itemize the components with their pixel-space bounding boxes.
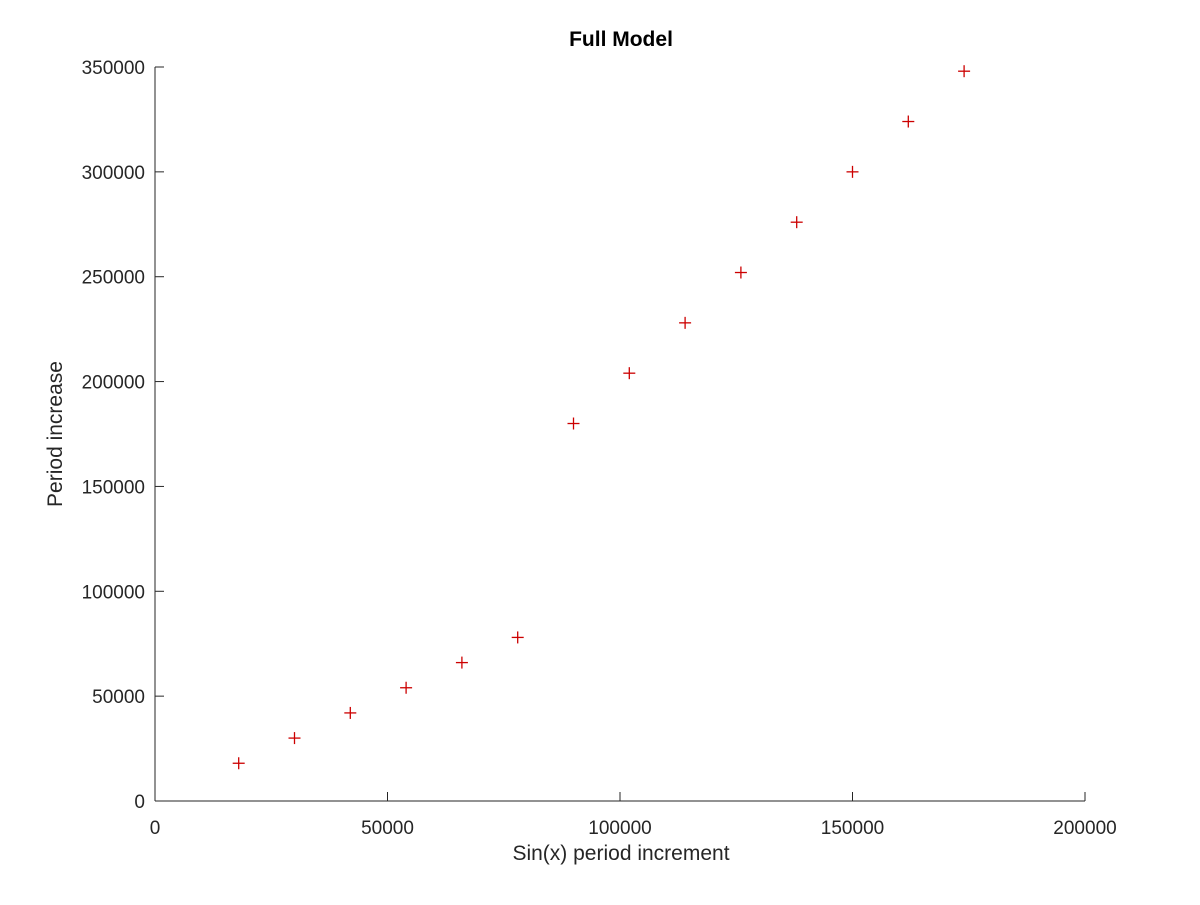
y-tick-label: 150000: [82, 477, 145, 498]
axes: [154, 67, 1085, 802]
chart-title: Full Model: [569, 28, 673, 51]
data-points: [232, 65, 971, 770]
data-point: [511, 631, 524, 644]
data-point: [623, 367, 636, 380]
y-tick-label: 0: [134, 792, 145, 813]
data-point: [790, 216, 803, 229]
y-ticks: 0 50000 100000 150000 200000 250000 300000 3500…: [82, 58, 164, 813]
y-tick-label: 300000: [82, 163, 145, 184]
data-point: [567, 417, 580, 430]
x-tick-label: 50000: [361, 818, 414, 839]
y-tick-label: 100000: [82, 582, 145, 603]
data-point: [958, 65, 971, 78]
y-tick-label: 350000: [82, 58, 145, 79]
x-tick-label: 100000: [588, 818, 651, 839]
y-tick-label: 250000: [82, 268, 145, 289]
data-point: [400, 681, 413, 694]
x-tick-label: 0: [150, 818, 161, 839]
data-point: [902, 115, 915, 128]
y-tick-label: 200000: [82, 373, 145, 394]
y-axis-label: Period increase: [44, 361, 67, 507]
y-tick-label: 50000: [92, 687, 145, 708]
data-point: [679, 316, 692, 329]
data-point: [232, 757, 245, 770]
x-ticks: 0 50000 100000 150000 200000: [150, 792, 1117, 839]
data-point: [288, 732, 301, 745]
x-tick-label: 150000: [821, 818, 884, 839]
data-point: [455, 656, 468, 669]
x-tick-label: 200000: [1053, 818, 1116, 839]
x-axis-label: Sin(x) period increment: [512, 842, 729, 865]
data-point: [344, 706, 357, 719]
data-point: [734, 266, 747, 279]
data-point: [846, 165, 859, 178]
